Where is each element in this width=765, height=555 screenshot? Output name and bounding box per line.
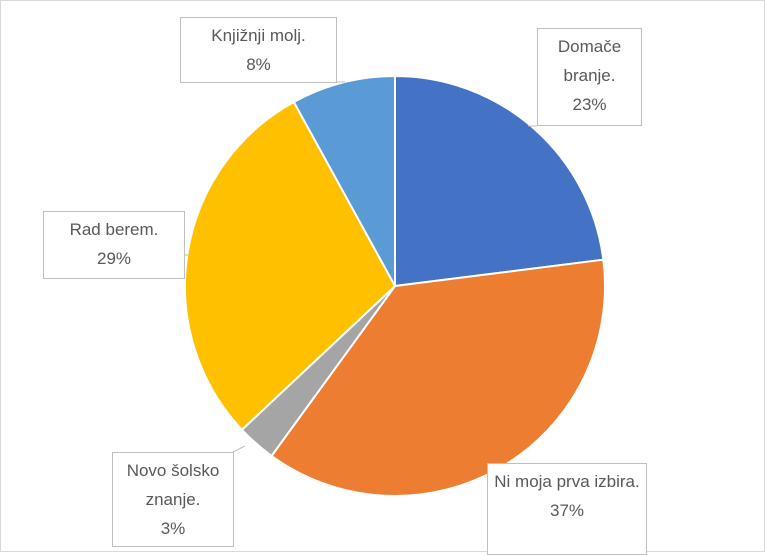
value-label: 29%	[96, 249, 132, 268]
value-label: 8%	[246, 55, 271, 74]
category-label: Knjižnji molj.	[211, 26, 306, 45]
data-label: Domače branje. 23%	[537, 28, 642, 126]
value-label: 37%	[549, 501, 585, 520]
category-label: Novo šolsko znanje.	[126, 461, 220, 509]
category-label: Domače branje.	[557, 37, 622, 85]
category-label: Rad berem.	[69, 220, 159, 239]
category-label: Ni moja prva izbira.	[494, 472, 640, 491]
data-label: Ni moja prva izbira. 37%	[487, 463, 647, 555]
value-label: 3%	[160, 519, 186, 538]
leader-line	[232, 445, 246, 453]
data-label: Novo šolsko znanje. 3%	[112, 452, 234, 547]
data-label: Rad berem. 29%	[43, 211, 185, 279]
pie-slice	[394, 74, 605, 288]
pie-slice	[184, 100, 397, 432]
pie-slice	[292, 74, 396, 287]
value-label: 23%	[572, 95, 607, 114]
data-label: Knjižnji molj. 8%	[180, 17, 337, 83]
